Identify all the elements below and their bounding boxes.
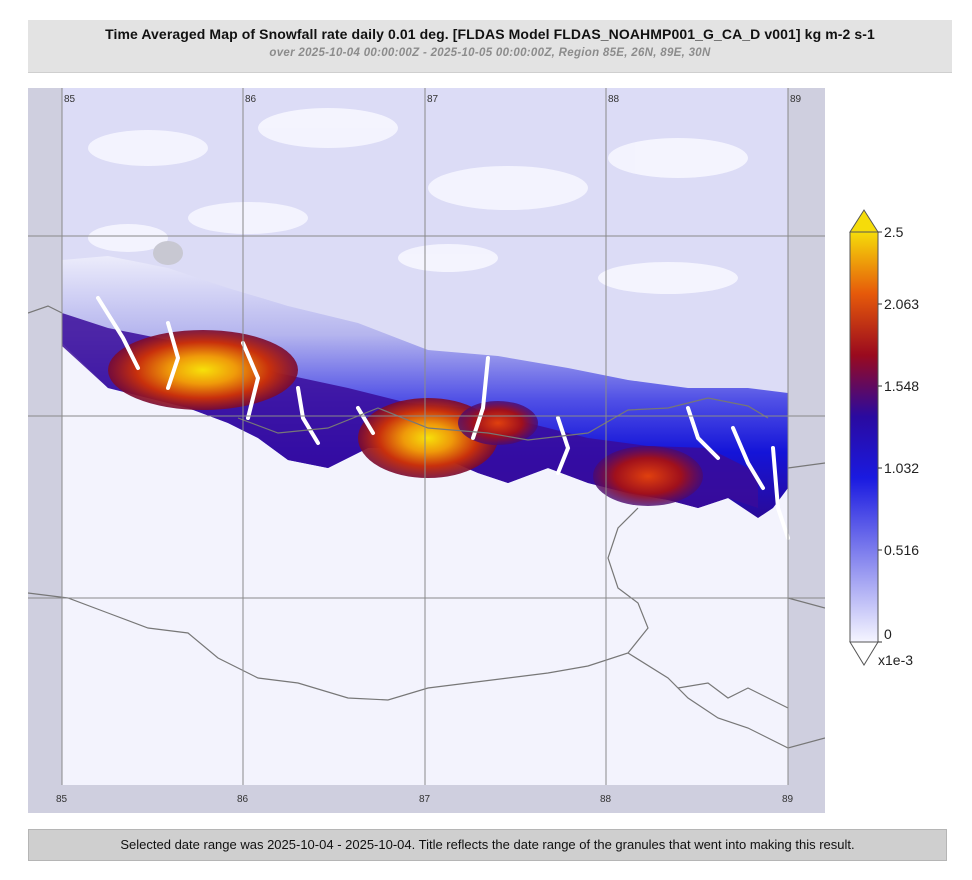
valley-cuts [96,296,790,540]
colorbar-tick-label: 1.032 [884,460,919,476]
lon-tick-bottom: 85 [56,794,68,805]
plateau-white-patches [88,108,748,294]
map-subtitle: over 2025-10-04 00:00:00Z - 2025-10-05 0… [269,47,711,59]
lon-tick-top: 86 [245,94,257,105]
map-frame-right [788,88,825,813]
country-borders [28,305,825,749]
date-range-note: Selected date range was 2025-10-04 - 202… [28,829,947,861]
lon-tick-bottom: 89 [782,794,794,805]
colorbar-max-triangle [849,209,879,233]
map-title: Time Averaged Map of Snowfall rate daily… [105,26,875,42]
colorbar-gradient [849,231,879,643]
snowfall-max-east [593,446,703,506]
lon-tick-top: 87 [427,94,439,105]
lake-patch [153,241,183,265]
lon-tick-top: 85 [64,94,76,105]
snowfall-max-west [108,330,298,410]
graticule [28,88,825,785]
colorbar-tick-label: 0 [884,626,892,642]
colorbar-tick-label: 1.548 [884,378,919,394]
map-header: Time Averaged Map of Snowfall rate daily… [28,20,952,73]
map-frame-bottom [28,785,825,813]
colorbar-legend: 2.5 2.063 1.548 1.032 0.516 0 x1e-3 [849,209,919,668]
colorbar-min-triangle [849,641,879,666]
snowfall-map: 85 86 87 88 89 85 86 87 88 89 [28,88,825,813]
lon-tick-top: 89 [790,94,802,105]
colorbar-tick-label: 2.5 [884,224,904,240]
lon-tick-bottom: 86 [237,794,249,805]
lon-tick-bottom: 87 [419,794,431,805]
lon-tick-top: 88 [608,94,620,105]
snowfall-mid-east [458,401,538,445]
colorbar-tick-label: 0.516 [884,542,919,558]
lon-tick-bottom: 88 [600,794,612,805]
map-frame-left [28,88,62,813]
colorbar-multiplier: x1e-3 [878,652,913,668]
colorbar-tick-label: 2.063 [884,296,919,312]
